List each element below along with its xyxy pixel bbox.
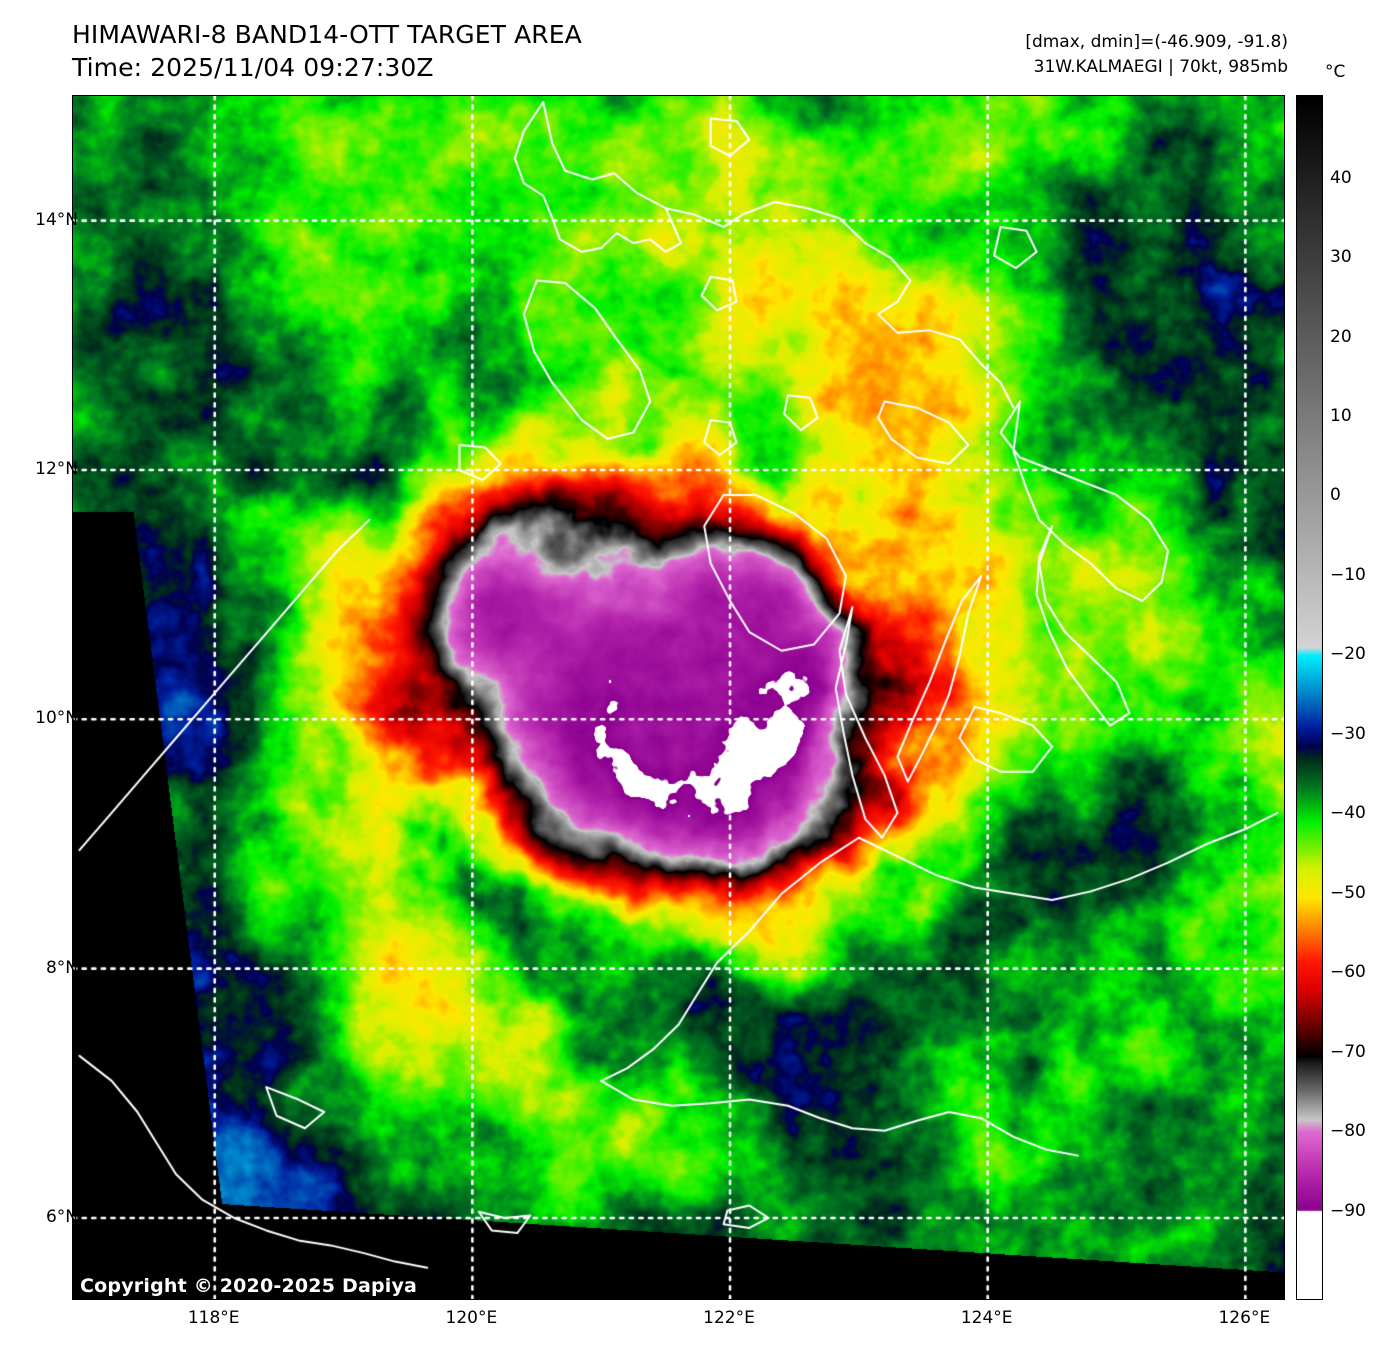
coastline-and-gridline-overlay <box>73 96 1284 1299</box>
colorbar-tick-label: −90 <box>1330 1200 1366 1221</box>
latitude-tick-label: 12°N <box>35 458 78 479</box>
colorbar-tick-label: 10 <box>1330 406 1352 426</box>
colorbar-tick-label: 40 <box>1330 167 1352 188</box>
longitude-tick-label: 124°E <box>960 1308 1013 1328</box>
dminmax-label: [dmax, dmin]=(-46.909, -91.8) <box>1025 32 1288 52</box>
copyright-label: Copyright © 2020-2025 Dapiya <box>80 1275 418 1297</box>
latitude-tick-label: 8°N <box>45 957 78 978</box>
colorbar-tick-label: −20 <box>1330 644 1366 665</box>
colorbar-gradient <box>1297 96 1322 1299</box>
colorbar-tick-label: −30 <box>1330 723 1366 744</box>
colorbar-unit-label: °C <box>1325 62 1346 82</box>
colorbar-tick-label: −50 <box>1330 882 1366 903</box>
longitude-tick-label: 120°E <box>445 1308 498 1328</box>
title-block: HIMAWARI-8 BAND14-OTT TARGET AREA Time: … <box>72 18 582 84</box>
latitude-tick-label: 6°N <box>45 1206 78 1227</box>
colorbar-tick-label: 20 <box>1330 326 1352 347</box>
colorbar-tick-label: −60 <box>1330 962 1366 983</box>
longitude-tick-label: 126°E <box>1218 1308 1271 1328</box>
storm-info-label: 31W.KALMAEGI | 70kt, 985mb <box>1033 57 1288 77</box>
metadata-block: [dmax, dmin]=(-46.909, -91.8) 31W.KALMAE… <box>1025 30 1288 80</box>
colorbar-tick-label: −40 <box>1330 803 1366 824</box>
page-title: HIMAWARI-8 BAND14-OTT TARGET AREA <box>72 20 582 49</box>
colorbar-tick-label: 0 <box>1330 485 1341 506</box>
timestamp-label: Time: 2025/11/04 09:27:30Z <box>72 53 434 82</box>
latitude-tick-label: 10°N <box>35 708 78 729</box>
colorbar-tick-label: −80 <box>1330 1121 1366 1142</box>
colorbar-tick-label: 30 <box>1330 247 1352 268</box>
longitude-tick-label: 122°E <box>703 1308 755 1328</box>
temperature-colorbar[interactable] <box>1296 95 1323 1300</box>
latitude-tick-label: 14°N <box>35 209 78 230</box>
satellite-ir-image[interactable] <box>72 95 1285 1300</box>
colorbar-tick-label: −10 <box>1330 564 1366 585</box>
colorbar-tick-label: −70 <box>1330 1041 1366 1062</box>
longitude-tick-label: 118°E <box>187 1308 240 1328</box>
